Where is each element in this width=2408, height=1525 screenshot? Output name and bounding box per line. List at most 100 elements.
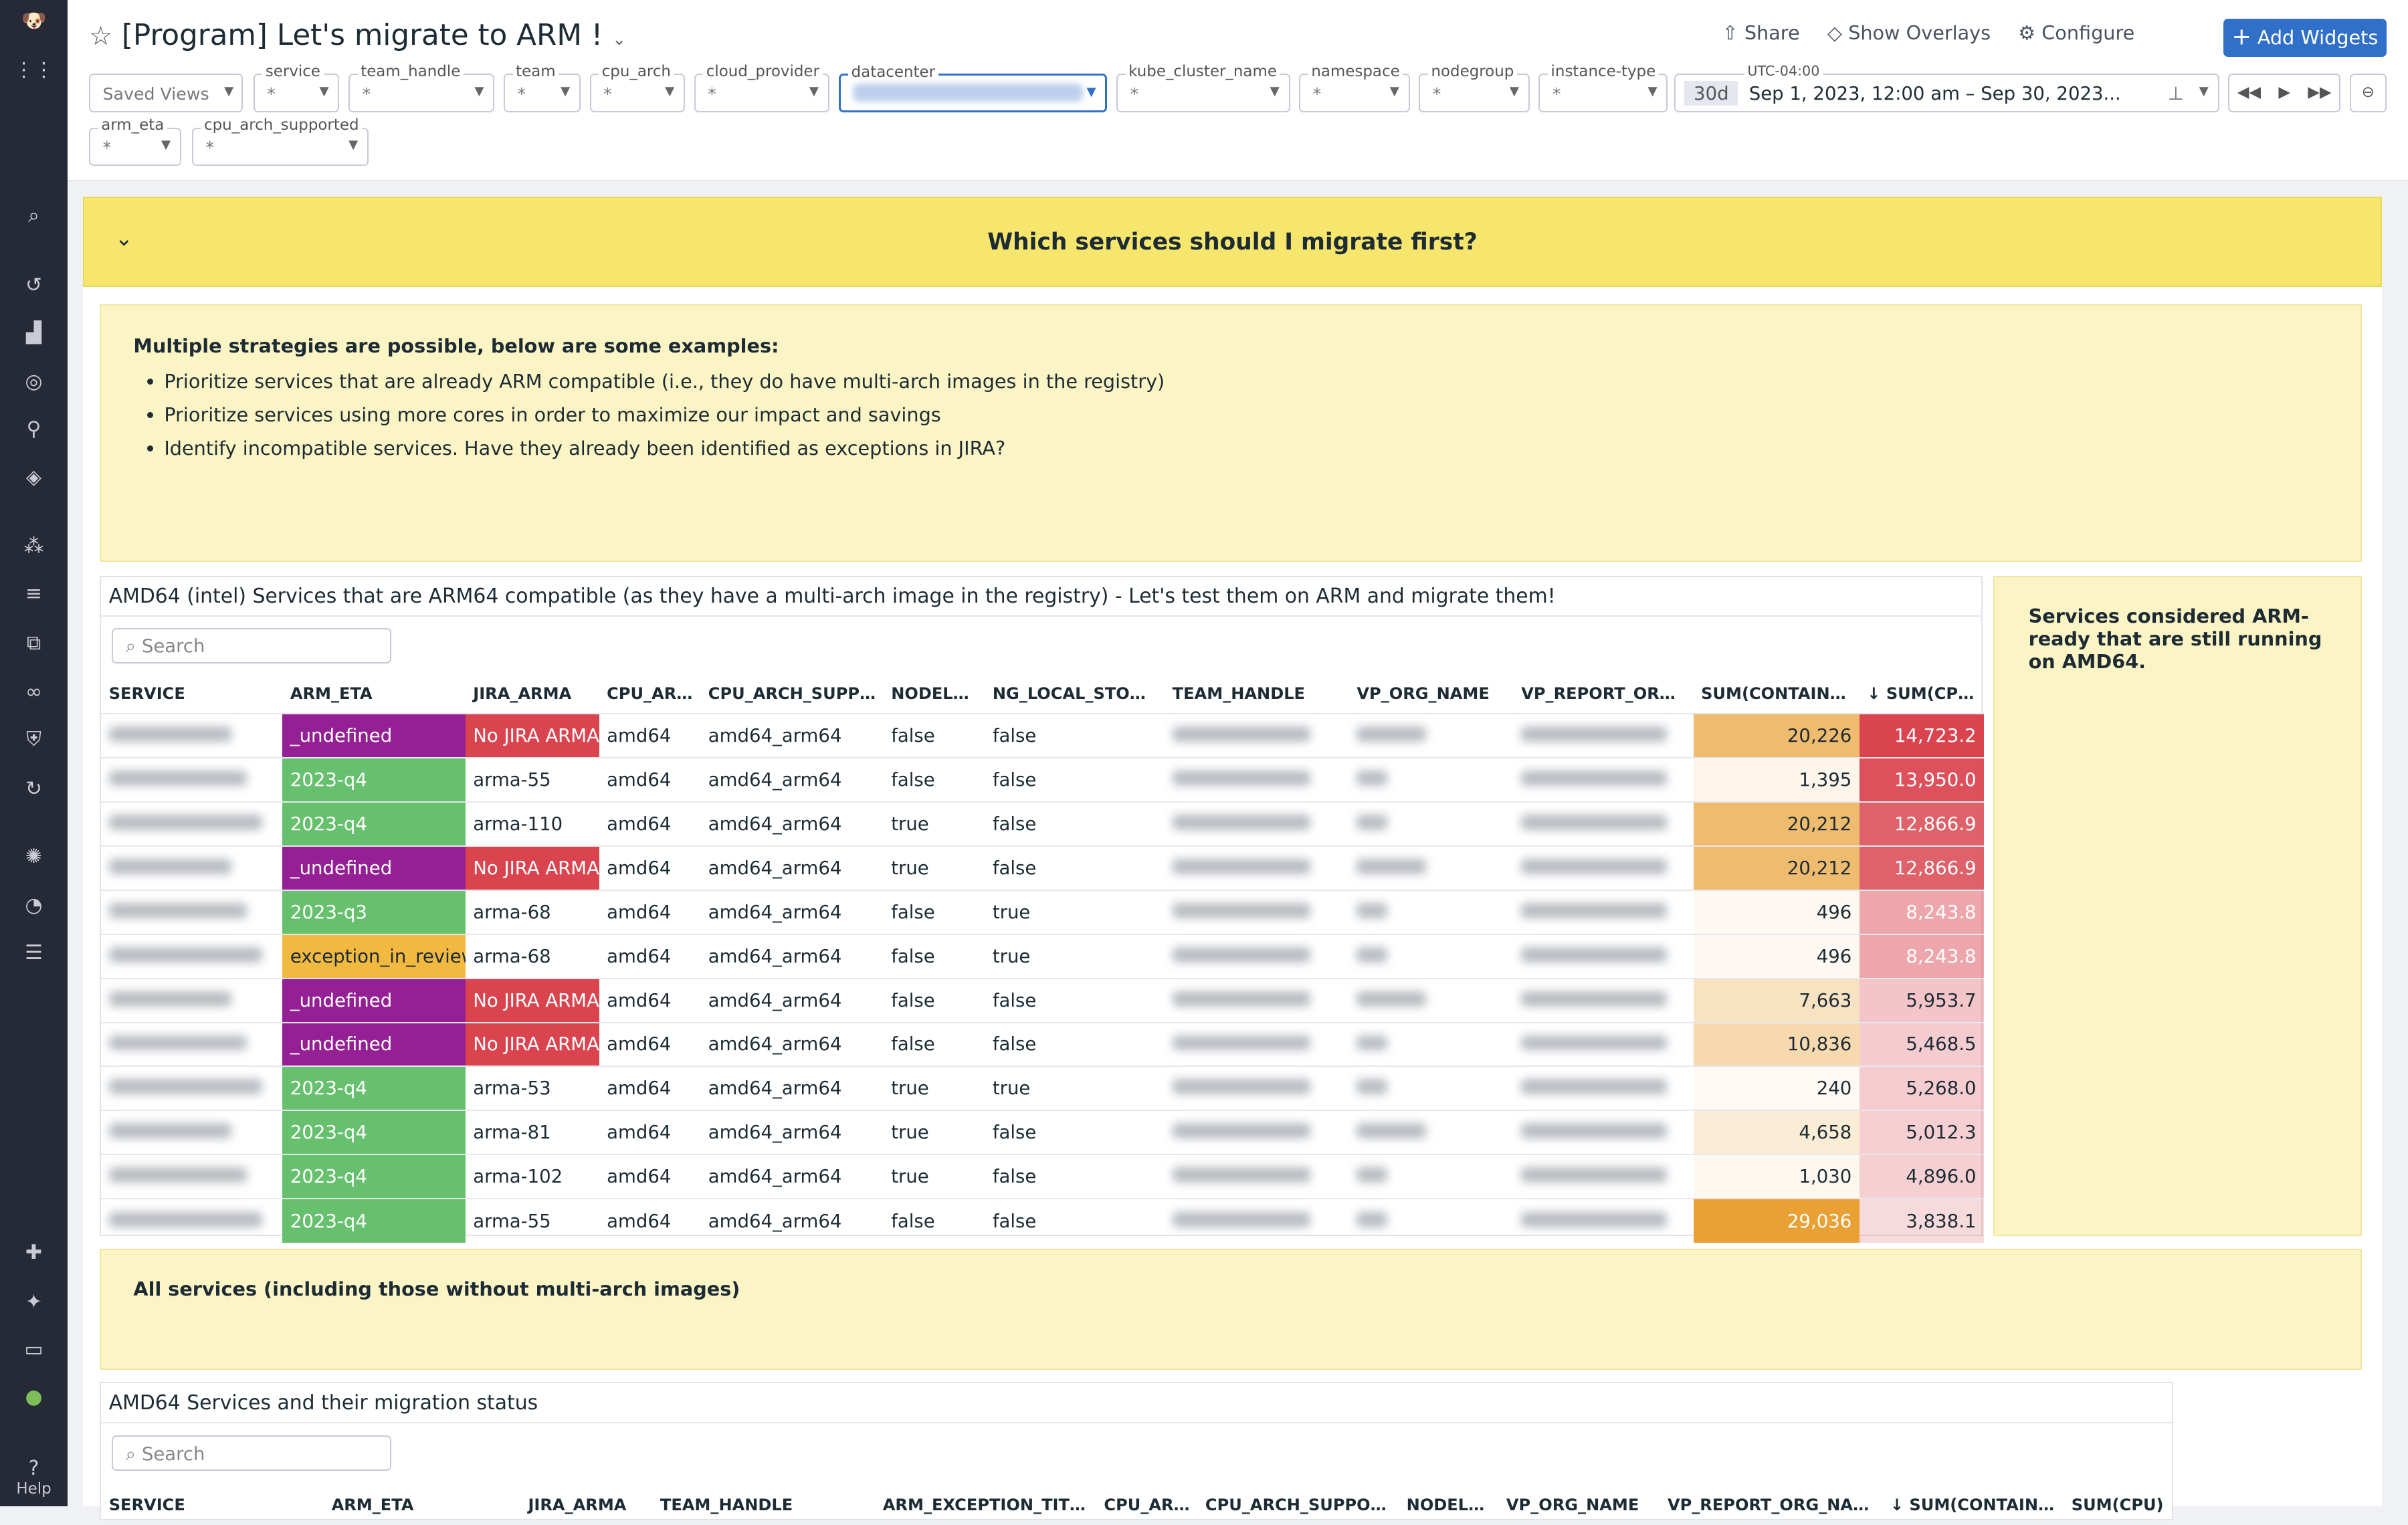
column-header[interactable]: NODELESS bbox=[884, 674, 985, 714]
extensions-icon[interactable]: ✚ bbox=[25, 1241, 42, 1265]
dashboard-title[interactable]: ☆ [Program] Let's migrate to ARM ! ⌄ bbox=[89, 19, 626, 52]
history-icon[interactable]: ↺ bbox=[25, 273, 42, 297]
cpu-arch-supported-cell: amd64_arm64 bbox=[700, 845, 884, 890]
table-row[interactable]: _undefined No JIRA ARMA amd64 amd64_arm6… bbox=[101, 977, 1984, 1023]
column-header[interactable]: VP_REPORT_ORG_N... bbox=[1514, 674, 1693, 714]
column-header[interactable]: JIRA_ARMA bbox=[520, 1485, 652, 1525]
ci-icon[interactable]: ↻ bbox=[25, 777, 42, 801]
sort-desc-icon: ↓ bbox=[1867, 684, 1886, 703]
share-button[interactable]: ⇧ Share bbox=[1722, 21, 1800, 44]
pin-icon[interactable]: ⊥ bbox=[2168, 82, 2185, 104]
monitors-icon[interactable]: ▭ bbox=[24, 1337, 43, 1361]
column-header[interactable]: VP_ORG_NAME bbox=[1349, 674, 1514, 714]
dashboard-icon[interactable]: ▟ bbox=[26, 320, 41, 344]
column-header[interactable]: TEAM_HANDLE bbox=[652, 1485, 875, 1525]
column-header[interactable]: NODELESS bbox=[1399, 1485, 1499, 1525]
table-row[interactable]: 2023-q4 arma-53 amd64 amd64_arm64 true t… bbox=[101, 1065, 1984, 1111]
apps-grid-icon[interactable]: ⋮⋮ bbox=[13, 58, 54, 82]
star-icon[interactable]: ☆ bbox=[89, 21, 113, 52]
filter-cpu-arch[interactable]: cpu_arch * ▼ bbox=[589, 62, 685, 112]
avatar-icon[interactable]: ● bbox=[25, 1385, 43, 1409]
links-icon[interactable]: ∞ bbox=[25, 680, 42, 704]
column-header[interactable]: VP_REPORT_ORG_NAME bbox=[1660, 1485, 1882, 1525]
apm-icon[interactable]: ⧉ bbox=[26, 631, 41, 655]
column-header[interactable]: SERVICE bbox=[101, 674, 282, 714]
column-header[interactable]: SERVICE bbox=[101, 1485, 324, 1525]
column-header[interactable]: JIRA_ARMA bbox=[466, 674, 599, 714]
search-input[interactable]: ⌕ Search bbox=[112, 1435, 392, 1471]
table-row[interactable]: _undefined No JIRA ARMA amd64 amd64_arm6… bbox=[101, 1021, 1984, 1067]
table-row[interactable]: 2023-q4 arma-102 amd64 amd64_arm64 true … bbox=[101, 1154, 1984, 1199]
table-row[interactable]: exception_in_review arma-68 amd64 amd64_… bbox=[101, 933, 1984, 979]
table-row[interactable]: 2023-q3 arma-68 amd64 amd64_arm64 false … bbox=[101, 889, 1984, 934]
show-overlays-button[interactable]: ◇ Show Overlays bbox=[1827, 21, 1991, 44]
filter-nodegroup[interactable]: nodegroup * ▼ bbox=[1419, 62, 1530, 112]
column-header[interactable]: SUM(CONTAINERS) bbox=[1694, 674, 1860, 714]
rewind-icon[interactable]: ◀◀ bbox=[2237, 84, 2261, 102]
logs-icon[interactable]: ≡ bbox=[25, 582, 42, 606]
column-header[interactable]: CPU_ARCH_SUPPORTED bbox=[1197, 1485, 1399, 1525]
chevron-down-icon[interactable]: ⌄ bbox=[612, 29, 627, 49]
column-header[interactable]: CPU_ARCH_SUPPO... bbox=[700, 674, 884, 714]
security-icon[interactable]: ⛨ bbox=[26, 728, 41, 752]
search-icon[interactable]: ⌕ bbox=[28, 204, 39, 228]
filter-cpu-arch-supported[interactable]: cpu_arch_supported * ▼ bbox=[191, 116, 369, 166]
arm-eta-cell: 2023-q4 bbox=[282, 1154, 466, 1199]
column-header[interactable]: ARM_ETA bbox=[324, 1485, 520, 1525]
filter-kube-cluster-name[interactable]: kube_cluster_name * ▼ bbox=[1116, 62, 1290, 112]
filter-namespace[interactable]: namespace * ▼ bbox=[1299, 62, 1410, 112]
column-header[interactable]: ↓ SUM(CPU) bbox=[1860, 674, 1984, 714]
filter-cloud-provider[interactable]: cloud_provider * ▼ bbox=[694, 62, 829, 112]
column-header[interactable]: NG_LOCAL_STORAGE bbox=[985, 674, 1165, 714]
filter-team[interactable]: team * ▼ bbox=[504, 62, 581, 112]
column-header[interactable]: SUM(CPU) bbox=[2064, 1485, 2174, 1525]
column-header[interactable]: VP_ORG_NAME bbox=[1498, 1485, 1660, 1525]
column-header[interactable]: CPU_ARCH bbox=[599, 674, 700, 714]
synthetics-icon[interactable]: ☰ bbox=[25, 941, 43, 965]
nodeless-cell: false bbox=[883, 713, 985, 758]
bug-icon[interactable]: ✺ bbox=[25, 844, 42, 868]
time-picker[interactable]: UTC-04:00 30d Sep 1, 2023, 12:00 am – Sep … bbox=[1674, 62, 2219, 112]
column-header[interactable]: CPU_ARCH bbox=[1096, 1485, 1197, 1525]
table-row[interactable]: 2023-q4 arma-55 amd64 amd64_arm64 false … bbox=[101, 1198, 1984, 1243]
vp-report-org-cell bbox=[1513, 1198, 1694, 1243]
integrations-icon[interactable]: ⁂ bbox=[23, 534, 44, 558]
column-header[interactable]: ↓ SUM(CONTAINERS) bbox=[1882, 1485, 2064, 1525]
column-header[interactable]: ARM_EXCEPTION_TITLE bbox=[875, 1485, 1096, 1525]
filter-arm-eta[interactable]: arm_eta * ▼ bbox=[89, 116, 181, 166]
cell-text: true bbox=[891, 857, 929, 879]
table-row[interactable]: 2023-q4 arma-81 amd64 amd64_arm64 true f… bbox=[101, 1110, 1984, 1155]
chevron-down-icon[interactable]: ⌄ bbox=[114, 225, 133, 251]
help-button[interactable]: ? Help bbox=[0, 1457, 68, 1498]
table-row[interactable]: 2023-q4 arma-110 amd64 amd64_arm64 true … bbox=[101, 801, 1984, 846]
add-widgets-button[interactable]: ＋ Add Widgets bbox=[2223, 18, 2387, 57]
configure-button[interactable]: ⚙ Configure bbox=[2018, 21, 2134, 44]
group-header[interactable]: ⌄ Which services should I migrate first? bbox=[82, 196, 2382, 288]
redacted-value bbox=[1172, 726, 1311, 742]
arm-eta-cell: _undefined bbox=[282, 977, 466, 1023]
zoom-out-icon: ⊖ bbox=[2361, 84, 2375, 102]
datadog-logo-icon[interactable]: 🐶 bbox=[21, 9, 47, 33]
sparkle-icon[interactable]: ✦ bbox=[25, 1290, 42, 1314]
play-icon[interactable]: ▶ bbox=[2278, 84, 2290, 102]
binoculars-icon[interactable]: ⚲ bbox=[26, 417, 41, 441]
caret-down-icon: ▼ bbox=[809, 84, 819, 98]
filter-instance-type[interactable]: instance-type * ▼ bbox=[1538, 62, 1668, 112]
time-preset: 30d bbox=[1684, 81, 1738, 106]
filter-service[interactable]: service * ▼ bbox=[253, 62, 340, 112]
table-row[interactable]: 2023-q4 arma-55 amd64 amd64_arm64 false … bbox=[101, 757, 1984, 803]
search-input[interactable]: ⌕ Search bbox=[112, 627, 392, 664]
watchdog-icon[interactable]: ◎ bbox=[25, 370, 43, 394]
column-label: SERVICE bbox=[108, 684, 185, 703]
fast-forward-icon[interactable]: ▶▶ bbox=[2308, 84, 2332, 102]
filter-datacenter[interactable]: datacenter ▼ bbox=[838, 63, 1108, 112]
performance-icon[interactable]: ◔ bbox=[25, 894, 43, 918]
saved-views-dropdown[interactable]: Saved Views ▼ bbox=[89, 74, 243, 112]
table-row[interactable]: _undefined No JIRA ARMA amd64 amd64_arm6… bbox=[101, 845, 1984, 890]
table-row[interactable]: _undefined No JIRA ARMA amd64 amd64_arm6… bbox=[101, 713, 1984, 758]
filter-team-handle[interactable]: team_handle * ▼ bbox=[348, 62, 495, 112]
infrastructure-icon[interactable]: ◈ bbox=[26, 465, 41, 489]
zoom-out-button[interactable]: ⊖ bbox=[2349, 74, 2387, 112]
column-header[interactable]: ARM_ETA bbox=[282, 674, 465, 714]
column-header[interactable]: TEAM_HANDLE bbox=[1165, 674, 1349, 714]
